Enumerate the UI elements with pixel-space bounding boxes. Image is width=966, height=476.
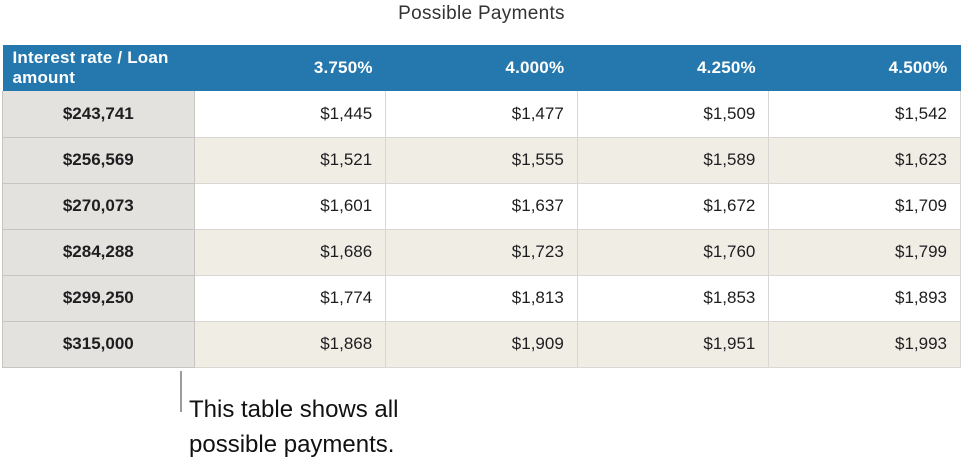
rate-header-cell: 3.750% [194,45,386,91]
table-row: $243,741 $1,445 $1,477 $1,509 $1,542 [2,91,961,138]
payment-cell: $1,909 [385,320,578,368]
table-row: $299,250 $1,774 $1,813 $1,853 $1,893 [2,274,961,322]
table-body: $243,741 $1,445 $1,477 $1,509 $1,542 $256,569… [2,91,961,368]
payment-cell: $1,813 [385,274,578,322]
table-row: $270,073 $1,601 $1,637 $1,672 $1,709 [2,182,961,230]
payment-cell: $1,993 [768,320,961,368]
payment-cell: $1,445 [193,91,387,138]
payment-cell: $1,709 [768,182,961,230]
payment-cell: $1,521 [193,136,387,184]
payment-cell: $1,774 [193,274,387,322]
table-row: $284,288 $1,686 $1,723 $1,760 $1,799 [2,228,961,276]
table-row: $315,000 $1,868 $1,909 $1,951 $1,993 [2,320,961,368]
payment-cell: $1,893 [768,274,961,322]
loan-amount-cell: $256,569 [2,136,195,184]
loan-amount-cell: $243,741 [2,91,195,138]
payment-cell: $1,760 [576,228,770,276]
possible-payments-table: Interest rate / Loan amount 3.750% 4.000% 4… [2,45,961,368]
payment-cell: $1,477 [385,91,578,138]
payment-cell: $1,555 [385,136,578,184]
loan-amount-cell: $270,073 [2,182,195,230]
payment-cell: $1,951 [576,320,770,368]
payment-cell: $1,799 [768,228,961,276]
payment-cell: $1,637 [385,182,578,230]
payment-cell: $1,853 [576,274,770,322]
payment-cell: $1,868 [193,320,387,368]
loan-amount-cell: $299,250 [2,274,195,322]
payment-cell: $1,723 [385,228,578,276]
payment-cell: $1,623 [768,136,961,184]
payment-cell: $1,601 [193,182,387,230]
header-row: Interest rate / Loan amount 3.750% 4.000% 4… [2,45,961,91]
table-row: $256,569 $1,521 $1,555 $1,589 $1,623 [2,136,961,184]
callout-text: This table shows all possible payments. [189,396,399,458]
rate-header-cell: 4.000% [385,45,578,91]
payment-cell: $1,672 [576,182,770,230]
loan-amount-cell: $315,000 [2,320,195,368]
payment-cell: $1,589 [576,136,770,184]
table-title: Possible Payments [398,3,565,24]
loan-amount-cell: $284,288 [2,228,195,276]
payment-cell: $1,542 [768,91,961,138]
rate-header-cell: 4.500% [768,45,961,91]
rate-header-cell: 4.250% [577,45,769,91]
callout-leader-line [180,371,182,412]
payment-cell: $1,509 [576,91,770,138]
corner-header-cell: Interest rate / Loan amount [2,45,195,91]
payment-cell: $1,686 [193,228,387,276]
